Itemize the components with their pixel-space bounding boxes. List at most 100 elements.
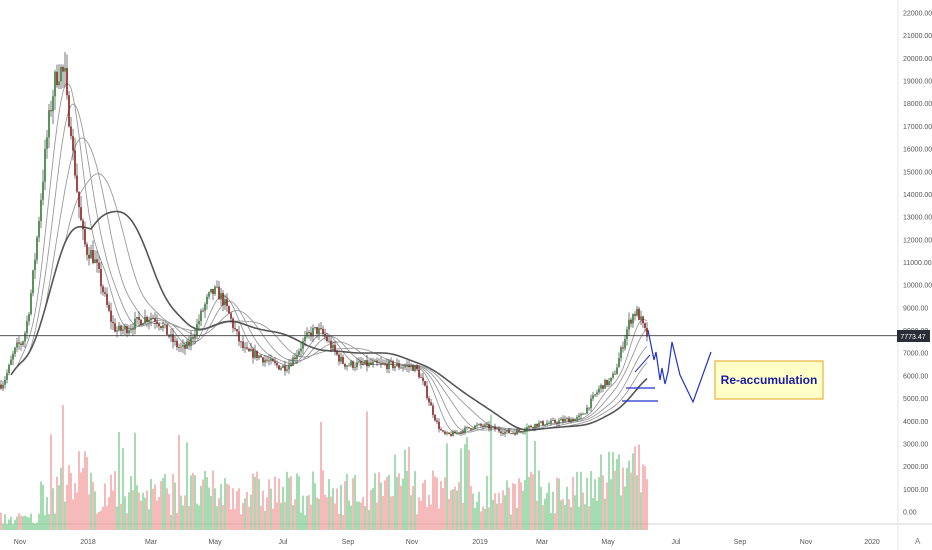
- candle-body: [84, 229, 86, 245]
- price-axis[interactable]: 22000.00 21000.00 20000.00 19000.00 18000.00…: [903, 11, 932, 517]
- candle-body: [98, 262, 100, 269]
- volume-bar: [536, 500, 538, 530]
- candle-body: [296, 355, 298, 359]
- volume-bar: [268, 479, 270, 530]
- candle-body: [90, 250, 92, 259]
- candle-body: [350, 361, 352, 366]
- volume-bar: [622, 467, 624, 530]
- volume-bar: [356, 501, 358, 530]
- price-tick-label: 22000.00: [903, 11, 932, 18]
- candle-body: [486, 424, 488, 426]
- candle-body: [524, 430, 526, 432]
- candle-body: [618, 358, 620, 368]
- candle-body: [226, 299, 228, 307]
- candle-body: [340, 356, 342, 362]
- candle-body: [110, 310, 112, 322]
- volume-bar: [570, 506, 572, 530]
- volume-bar: [168, 494, 170, 530]
- candle-body: [596, 392, 598, 395]
- volume-bar: [620, 495, 622, 530]
- volume-bar: [34, 523, 36, 530]
- candle-body: [134, 318, 136, 330]
- volume-bar: [10, 516, 12, 530]
- volume-bar: [140, 500, 142, 530]
- volume-bar: [284, 501, 286, 530]
- candle-body: [268, 360, 270, 362]
- volume-bar: [490, 414, 492, 530]
- volume-bar: [554, 513, 556, 530]
- candle-body: [86, 244, 88, 255]
- candle-body: [200, 310, 202, 321]
- current-price-label: 7773.47: [900, 334, 925, 341]
- volume-bar: [112, 490, 114, 530]
- volume-bar: [242, 503, 244, 530]
- candle-body: [424, 381, 426, 386]
- volume-bar: [636, 475, 638, 530]
- annotation[interactable]: Re-accumulation: [714, 360, 824, 400]
- volume-bar: [438, 508, 440, 530]
- candle-body: [622, 347, 624, 349]
- volume-bar: [470, 486, 472, 530]
- candle-body: [212, 288, 214, 294]
- candle-body: [386, 363, 388, 370]
- volume-bar: [516, 507, 518, 530]
- candle-body: [238, 331, 240, 342]
- candle-body: [456, 432, 458, 434]
- price-tick-label: 17000.00: [903, 124, 932, 131]
- volume-bar: [588, 506, 590, 530]
- volume-bar: [562, 498, 564, 530]
- volume-bar: [32, 522, 34, 530]
- candle-body: [348, 365, 350, 367]
- volume-bar: [142, 492, 144, 530]
- volume-bar: [624, 486, 626, 530]
- candle-body: [80, 207, 82, 221]
- volume-bar: [224, 478, 226, 530]
- candle-body: [586, 407, 588, 414]
- candle-body: [358, 361, 360, 363]
- corner-mark[interactable]: A: [915, 537, 921, 546]
- volume-bar: [392, 495, 394, 530]
- candle-body: [190, 337, 192, 346]
- volume-bar: [632, 453, 634, 530]
- candle-body: [184, 344, 186, 349]
- candle-body: [522, 431, 524, 433]
- volume-bar: [366, 411, 368, 530]
- candle-body: [604, 379, 606, 389]
- volume-bar: [300, 512, 302, 530]
- volume-bar: [348, 500, 350, 530]
- time-axis[interactable]: Nov 2018 Mar May Jul Sep Nov 2019 Mar May Jul Sep No…: [14, 539, 880, 546]
- candle-body: [12, 353, 14, 360]
- price-tick-label: 13000.00: [903, 215, 932, 222]
- volume-bar: [84, 451, 86, 530]
- volume-bar: [74, 482, 76, 530]
- candle-body: [530, 425, 532, 428]
- volume-bar: [302, 495, 304, 530]
- candle-body: [262, 357, 264, 363]
- volume-bar: [378, 472, 380, 530]
- candle-body: [484, 424, 486, 427]
- candle-body: [582, 413, 584, 415]
- candle-body: [218, 286, 220, 300]
- projection-guide-line: [634, 354, 651, 373]
- candle-body: [314, 327, 316, 328]
- moving-average-line: [10, 210, 648, 431]
- candle-body: [316, 327, 318, 334]
- candle-body: [254, 350, 256, 358]
- volume-bar: [72, 499, 74, 530]
- volume-bar: [68, 465, 70, 530]
- candle-body: [310, 332, 312, 337]
- candle-body: [640, 316, 642, 320]
- volume-bar: [266, 497, 268, 530]
- volume-bar: [122, 448, 124, 530]
- candle-body: [396, 363, 398, 367]
- volume-bar: [216, 506, 218, 530]
- candle-body: [82, 220, 84, 230]
- candle-body: [302, 341, 304, 349]
- candle-body: [498, 428, 500, 432]
- volume-bar: [508, 487, 510, 530]
- candle-body: [126, 326, 128, 334]
- candle-body: [388, 360, 390, 370]
- volume-bar: [644, 466, 646, 530]
- candle-body: [102, 286, 104, 293]
